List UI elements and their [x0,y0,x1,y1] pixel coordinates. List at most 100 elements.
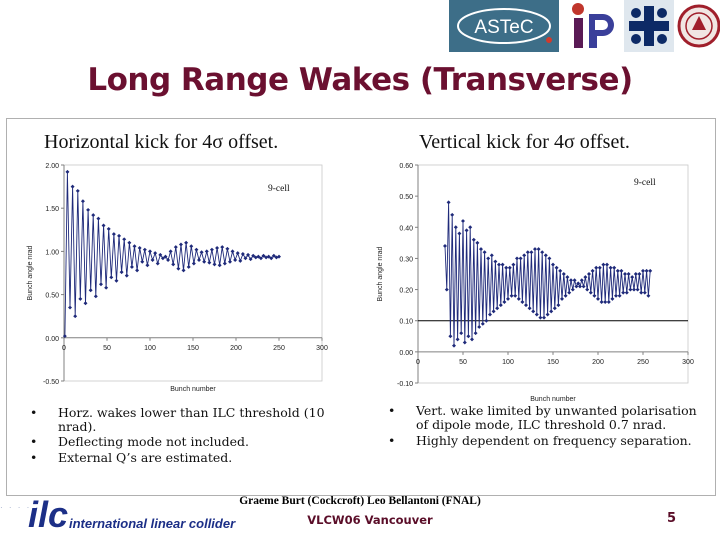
data-point [614,293,618,298]
data-point [567,290,572,295]
data-point [531,309,536,314]
data-point [135,268,140,273]
data-point [65,169,70,174]
data-point [482,250,487,255]
data-point [630,275,635,280]
data-point [561,272,566,276]
data-point [246,252,251,257]
data-point [556,303,561,308]
data-point [453,225,458,230]
data-point [104,285,109,290]
data-point [624,290,629,295]
y-tick-label: 1.00 [45,249,59,256]
data-point [619,268,624,273]
data-point [594,265,599,270]
data-point [215,245,220,250]
data-point [122,237,127,242]
data-point [464,228,469,233]
data-point [597,265,602,270]
data-point [599,300,604,305]
data-point [470,337,474,342]
data-point [491,309,496,314]
data-point [256,254,261,259]
data-point [495,306,500,311]
data-point [547,256,552,261]
data-point [509,293,514,298]
y-tick-label: 0.50 [399,194,413,201]
ip-logo [565,0,619,52]
data-point [101,223,106,228]
data-point [83,301,88,306]
data-point [168,249,173,254]
data-point [96,216,101,221]
data-point [212,262,217,267]
x-tick-label: 250 [273,345,285,352]
data-point [181,268,186,273]
right-heading: Vertical kick for 4σ offset. [419,131,630,153]
data-point [536,247,541,252]
ilc-logo-text: ilc [28,494,68,535]
data-point [545,312,550,317]
data-point [596,296,600,301]
data-point [189,244,194,249]
data-point [240,252,245,256]
data-point [486,256,491,261]
data-point [529,250,534,255]
data-point [155,261,160,266]
data-point [173,245,178,250]
right-bullet-list: Vert. wake limited by unwanted polarisat… [388,404,700,448]
data-point [243,256,248,261]
data-point [570,287,575,292]
x-tick-label: 50 [103,345,111,352]
data-point [450,212,455,217]
data-point [73,314,78,319]
data-point [194,247,199,252]
data-point [457,231,462,236]
x-tick-label: 150 [547,359,559,366]
content-frame [6,118,716,496]
data-point [78,296,83,301]
data-point [484,318,489,323]
data-point [251,253,256,258]
data-point [635,287,640,292]
y-tick-label: 0.10 [399,319,413,326]
x-tick-label: 300 [316,345,328,352]
data-point [558,268,563,273]
data-point [233,258,238,263]
data-point [587,272,591,276]
data-point [235,251,240,256]
data-point [489,253,494,258]
data-point [516,296,521,301]
data-point [119,270,124,275]
data-point [462,340,467,345]
data-point [513,293,518,298]
data-point [140,259,145,264]
data-point [145,263,150,268]
data-point [579,278,584,283]
data-point [639,290,644,295]
data-point [551,262,555,267]
data-point [191,261,196,266]
x-tick-label: 250 [637,359,649,366]
data-point [238,258,243,263]
data-point [612,265,617,270]
data-point [552,306,557,311]
data-point [446,200,451,205]
y-tick-label: 0.20 [399,288,413,295]
data-point [225,246,230,251]
data-point [605,262,609,267]
data-point [534,312,539,317]
data-point [641,268,645,273]
data-point [554,265,559,270]
data-point [459,331,464,336]
data-point [644,268,649,273]
data-point [569,278,573,283]
data-point [498,303,503,308]
data-point [132,244,137,249]
data-point [479,247,483,252]
university-seal-logo [677,0,720,52]
page-number: 5 [667,511,677,526]
data-point [471,237,476,242]
data-point [106,226,111,231]
data-point [148,249,152,254]
